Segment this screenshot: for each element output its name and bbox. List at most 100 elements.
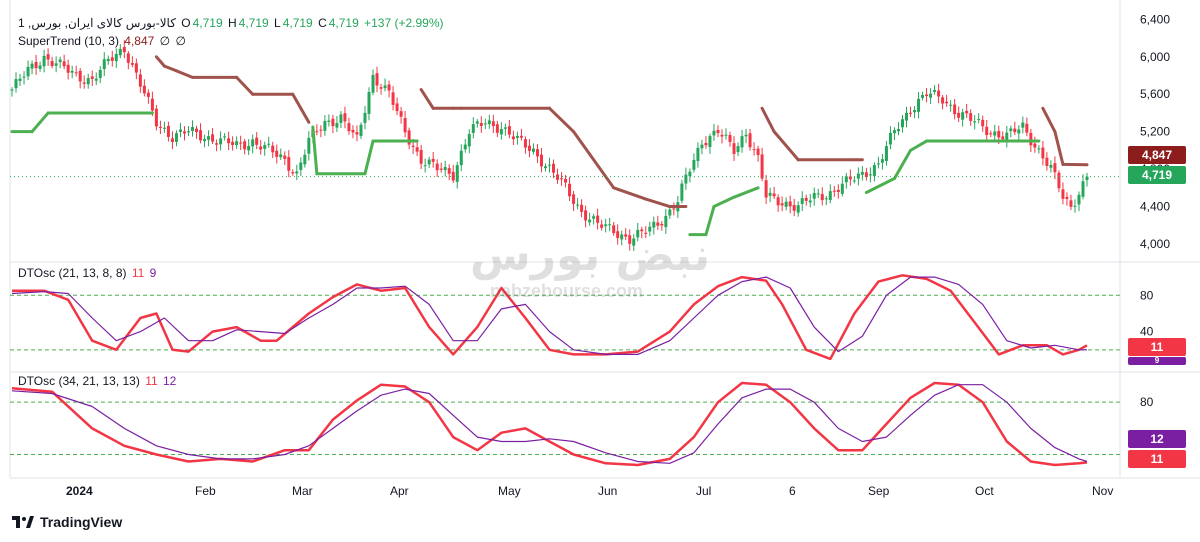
- dtosc1-fast-tag: 11: [1128, 338, 1186, 356]
- candle-body: [70, 70, 74, 73]
- candle-body: [716, 129, 720, 134]
- candle-body: [323, 120, 327, 131]
- supertrend-segment: [909, 139, 929, 152]
- candle-body: [315, 131, 319, 133]
- candle-body: [824, 198, 828, 200]
- candle-body: [852, 180, 856, 182]
- price-panel: [10, 40, 1120, 252]
- candle-body: [564, 178, 568, 183]
- candle-body: [997, 130, 1001, 138]
- candle-body: [1005, 132, 1009, 142]
- candle-body: [22, 76, 26, 78]
- candle-body: [692, 159, 696, 170]
- candle-body: [275, 150, 279, 157]
- candle-body: [808, 200, 812, 203]
- candle-body: [636, 229, 640, 238]
- candle-body: [463, 144, 467, 150]
- candle-body: [303, 154, 307, 165]
- candle-body: [596, 215, 600, 223]
- dtosc1-legend[interactable]: DTOsc (21, 13, 8, 8) 11 9: [18, 266, 158, 280]
- candle-body: [724, 134, 728, 136]
- candle-body: [981, 119, 985, 127]
- candle-body: [917, 98, 921, 112]
- candle-body: [580, 204, 584, 212]
- supertrend-segment: [712, 195, 736, 209]
- candle-body: [251, 139, 255, 147]
- dtosc2-legend[interactable]: DTOsc (34, 21, 13, 13) 11 12: [18, 374, 178, 388]
- symbol-label[interactable]: 1 ,کالا-بورس کالای ایران, بورس: [18, 16, 176, 30]
- open-label: O: [181, 16, 191, 30]
- time-tick-label: 6: [789, 484, 796, 498]
- candle-body: [1081, 181, 1085, 197]
- candle-body: [399, 111, 403, 117]
- supertrend-segment: [548, 106, 576, 134]
- candle-body: [223, 136, 227, 138]
- candle-body: [888, 132, 892, 145]
- candle-body: [864, 172, 868, 178]
- candle-body: [539, 154, 543, 167]
- candle-body: [182, 131, 186, 134]
- candle-body: [90, 76, 94, 79]
- candle-body: [66, 64, 70, 73]
- candle-body: [788, 201, 792, 207]
- high-label: H: [227, 16, 237, 30]
- tradingview-footer[interactable]: TradingView: [12, 514, 122, 530]
- supertrend-segment: [892, 148, 913, 180]
- candle-body: [556, 174, 560, 180]
- candle-body: [174, 133, 178, 142]
- watermark: نبض بورس nabzebourse.com: [470, 230, 710, 302]
- candle-body: [347, 123, 351, 132]
- supertrend-segment: [1041, 106, 1057, 134]
- candle-body: [142, 85, 146, 94]
- candle-body: [158, 126, 162, 128]
- candle-body: [523, 139, 527, 148]
- change-value: +137 (+2.99%): [364, 16, 444, 30]
- supertrend-segment: [291, 92, 303, 110]
- candle-body: [219, 138, 223, 145]
- supertrend-legend[interactable]: SuperTrend (10, 3) 4,847 ∅ ∅: [18, 34, 188, 48]
- candle-body: [937, 90, 941, 97]
- close-value: 4,719: [328, 16, 359, 30]
- candle-body: [531, 148, 535, 152]
- candle-body: [50, 61, 54, 67]
- candle-body: [921, 94, 925, 98]
- candle-body: [800, 198, 804, 205]
- candle-body: [475, 121, 479, 124]
- candle-body: [507, 126, 511, 135]
- dtosc2-name: DTOsc (34, 21, 13, 13): [18, 374, 140, 388]
- candle-body: [467, 133, 471, 147]
- candle-body: [644, 232, 648, 234]
- candle-body: [592, 216, 596, 219]
- candle-body: [403, 118, 407, 133]
- candle-body: [973, 121, 977, 123]
- candle-body: [319, 129, 323, 131]
- candle-body: [343, 113, 347, 122]
- candle-body: [1001, 136, 1005, 140]
- candle-body: [872, 165, 876, 177]
- osc-tick-label: 40: [1140, 325, 1154, 339]
- candle-body: [62, 61, 66, 67]
- supertrend-segment: [1053, 130, 1065, 166]
- candle-body: [10, 89, 14, 91]
- candle-body: [543, 166, 547, 169]
- candle-body: [1065, 196, 1069, 199]
- candle-body: [78, 70, 82, 82]
- candle-body: [487, 120, 491, 125]
- candle-body: [102, 59, 106, 70]
- supertrend-segment: [772, 130, 800, 162]
- candle-body: [696, 147, 700, 161]
- time-tick-label: Oct: [975, 484, 994, 498]
- time-tick-label: Apr: [390, 484, 409, 498]
- candle-body: [1037, 148, 1041, 150]
- candle-body: [640, 229, 644, 232]
- candle-body: [38, 65, 42, 69]
- candle-body: [616, 231, 620, 238]
- candle-body: [375, 73, 379, 86]
- candle-body: [905, 112, 909, 121]
- osc-tick-label: 80: [1140, 288, 1154, 302]
- open-value: 4,719: [192, 16, 223, 30]
- supertrend-segment: [162, 64, 178, 73]
- candle-body: [130, 63, 134, 65]
- candle-body: [1017, 129, 1021, 134]
